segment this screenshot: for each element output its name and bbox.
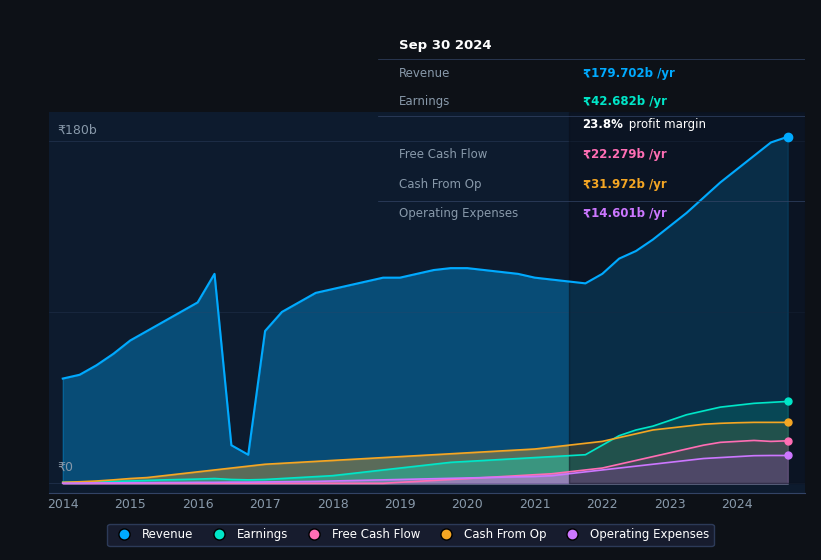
Text: Earnings: Earnings (399, 95, 451, 108)
Text: Sep 30 2024: Sep 30 2024 (399, 39, 492, 53)
Text: Operating Expenses: Operating Expenses (399, 207, 518, 221)
Text: ₹42.682b /yr: ₹42.682b /yr (583, 95, 667, 108)
Bar (568, 112, 805, 483)
Text: ₹31.972b /yr: ₹31.972b /yr (583, 178, 667, 190)
Text: 23.8%: 23.8% (583, 118, 623, 131)
Text: profit margin: profit margin (626, 118, 706, 131)
Text: ₹0: ₹0 (57, 461, 73, 474)
Text: Cash From Op: Cash From Op (399, 178, 481, 190)
Text: Revenue: Revenue (399, 67, 451, 80)
Text: ₹179.702b /yr: ₹179.702b /yr (583, 67, 675, 80)
Text: ₹180b: ₹180b (57, 123, 97, 137)
Text: Free Cash Flow: Free Cash Flow (399, 148, 488, 161)
Text: ₹22.279b /yr: ₹22.279b /yr (583, 148, 667, 161)
Legend: Revenue, Earnings, Free Cash Flow, Cash From Op, Operating Expenses: Revenue, Earnings, Free Cash Flow, Cash … (108, 524, 713, 546)
Text: ₹14.601b /yr: ₹14.601b /yr (583, 207, 667, 221)
